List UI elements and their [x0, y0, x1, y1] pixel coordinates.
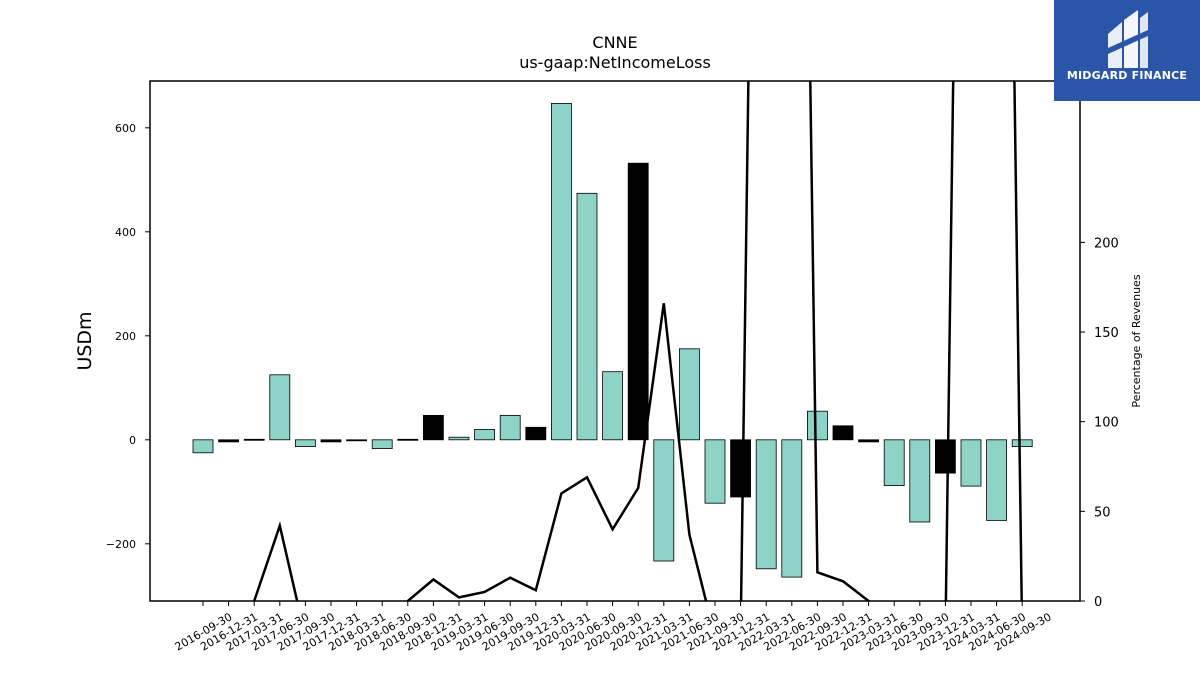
bar-series	[192, 103, 1033, 578]
y2-axis-label: Percentage of Revenues	[1130, 274, 1143, 407]
y-tick-label: 200	[115, 330, 136, 343]
bar-2023-09-30	[909, 439, 931, 523]
bar-2019-06-30	[474, 428, 496, 441]
y-axis-label: USDm	[74, 311, 96, 370]
bar-2020-09-30	[602, 371, 623, 441]
bar-2018-06-30	[371, 439, 393, 449]
bar-2019-03-31	[448, 436, 470, 441]
bar-2022-06-30	[781, 439, 803, 578]
bar-2024-06-30	[986, 439, 1007, 521]
bar-2020-12-31	[627, 162, 649, 441]
y2-tick-label: 100	[1094, 416, 1119, 431]
bar-2017-09-30	[294, 439, 316, 447]
percentage-line	[252, 81, 1023, 601]
bar-2024-09-30	[1011, 439, 1033, 447]
bar-2024-03-31	[960, 439, 982, 487]
y2-tick-label: 200	[1094, 236, 1119, 251]
bar-2021-03-31	[653, 439, 675, 562]
bar-2017-06-30	[269, 374, 291, 441]
y2-axis-ticks: 0 50 100 150 200	[1080, 236, 1119, 610]
bar-2023-03-31	[858, 439, 879, 443]
bar-2020-06-30	[576, 192, 598, 441]
percentage-line-series	[252, 81, 1023, 601]
bar-2023-12-31	[935, 439, 956, 474]
bar-2018-03-31	[346, 439, 368, 442]
y-tick-label: 400	[115, 226, 136, 239]
bar-2022-09-30	[807, 410, 828, 441]
bar-2022-03-31	[755, 439, 777, 570]
y-axis-ticks: −200 0 200 400 600	[106, 122, 150, 551]
bar-2018-12-31	[422, 414, 444, 441]
bar-2017-12-31	[320, 439, 342, 443]
chart-title: CNNE	[592, 33, 637, 52]
y-tick-label: −200	[106, 538, 136, 551]
bar-2018-09-30	[397, 438, 419, 441]
y-tick-label: 0	[129, 434, 136, 447]
y2-tick-label: 0	[1094, 595, 1102, 610]
bar-2019-09-30	[499, 414, 521, 441]
bar-2021-09-30	[704, 439, 726, 504]
brand-name: MIDGARD FINANCE	[1066, 69, 1188, 82]
plot-frame	[149, 80, 1081, 602]
bar-2019-12-31	[525, 426, 547, 441]
y-tick-label: 600	[115, 122, 136, 135]
bar-2016-12-31	[218, 439, 240, 443]
bar-2021-12-31	[730, 439, 751, 498]
bar-2023-06-30	[883, 439, 905, 486]
bar-2022-12-31	[832, 425, 854, 441]
y2-tick-label: 150	[1094, 326, 1119, 341]
brand-logo: MIDGARD FINANCE	[1054, 0, 1200, 101]
midgard-m-logo-icon	[1108, 10, 1148, 68]
chart-subtitle: us-gaap:NetIncomeLoss	[519, 53, 711, 72]
bar-2021-06-30	[679, 348, 700, 441]
bar-2020-03-31	[551, 103, 572, 441]
x-axis-ticks: 2016-09-302016-12-312017-03-312017-06-30…	[173, 601, 1054, 654]
bar-2017-03-31	[243, 438, 265, 441]
bar-2016-09-30	[192, 439, 214, 454]
y2-tick-label: 50	[1094, 505, 1111, 520]
